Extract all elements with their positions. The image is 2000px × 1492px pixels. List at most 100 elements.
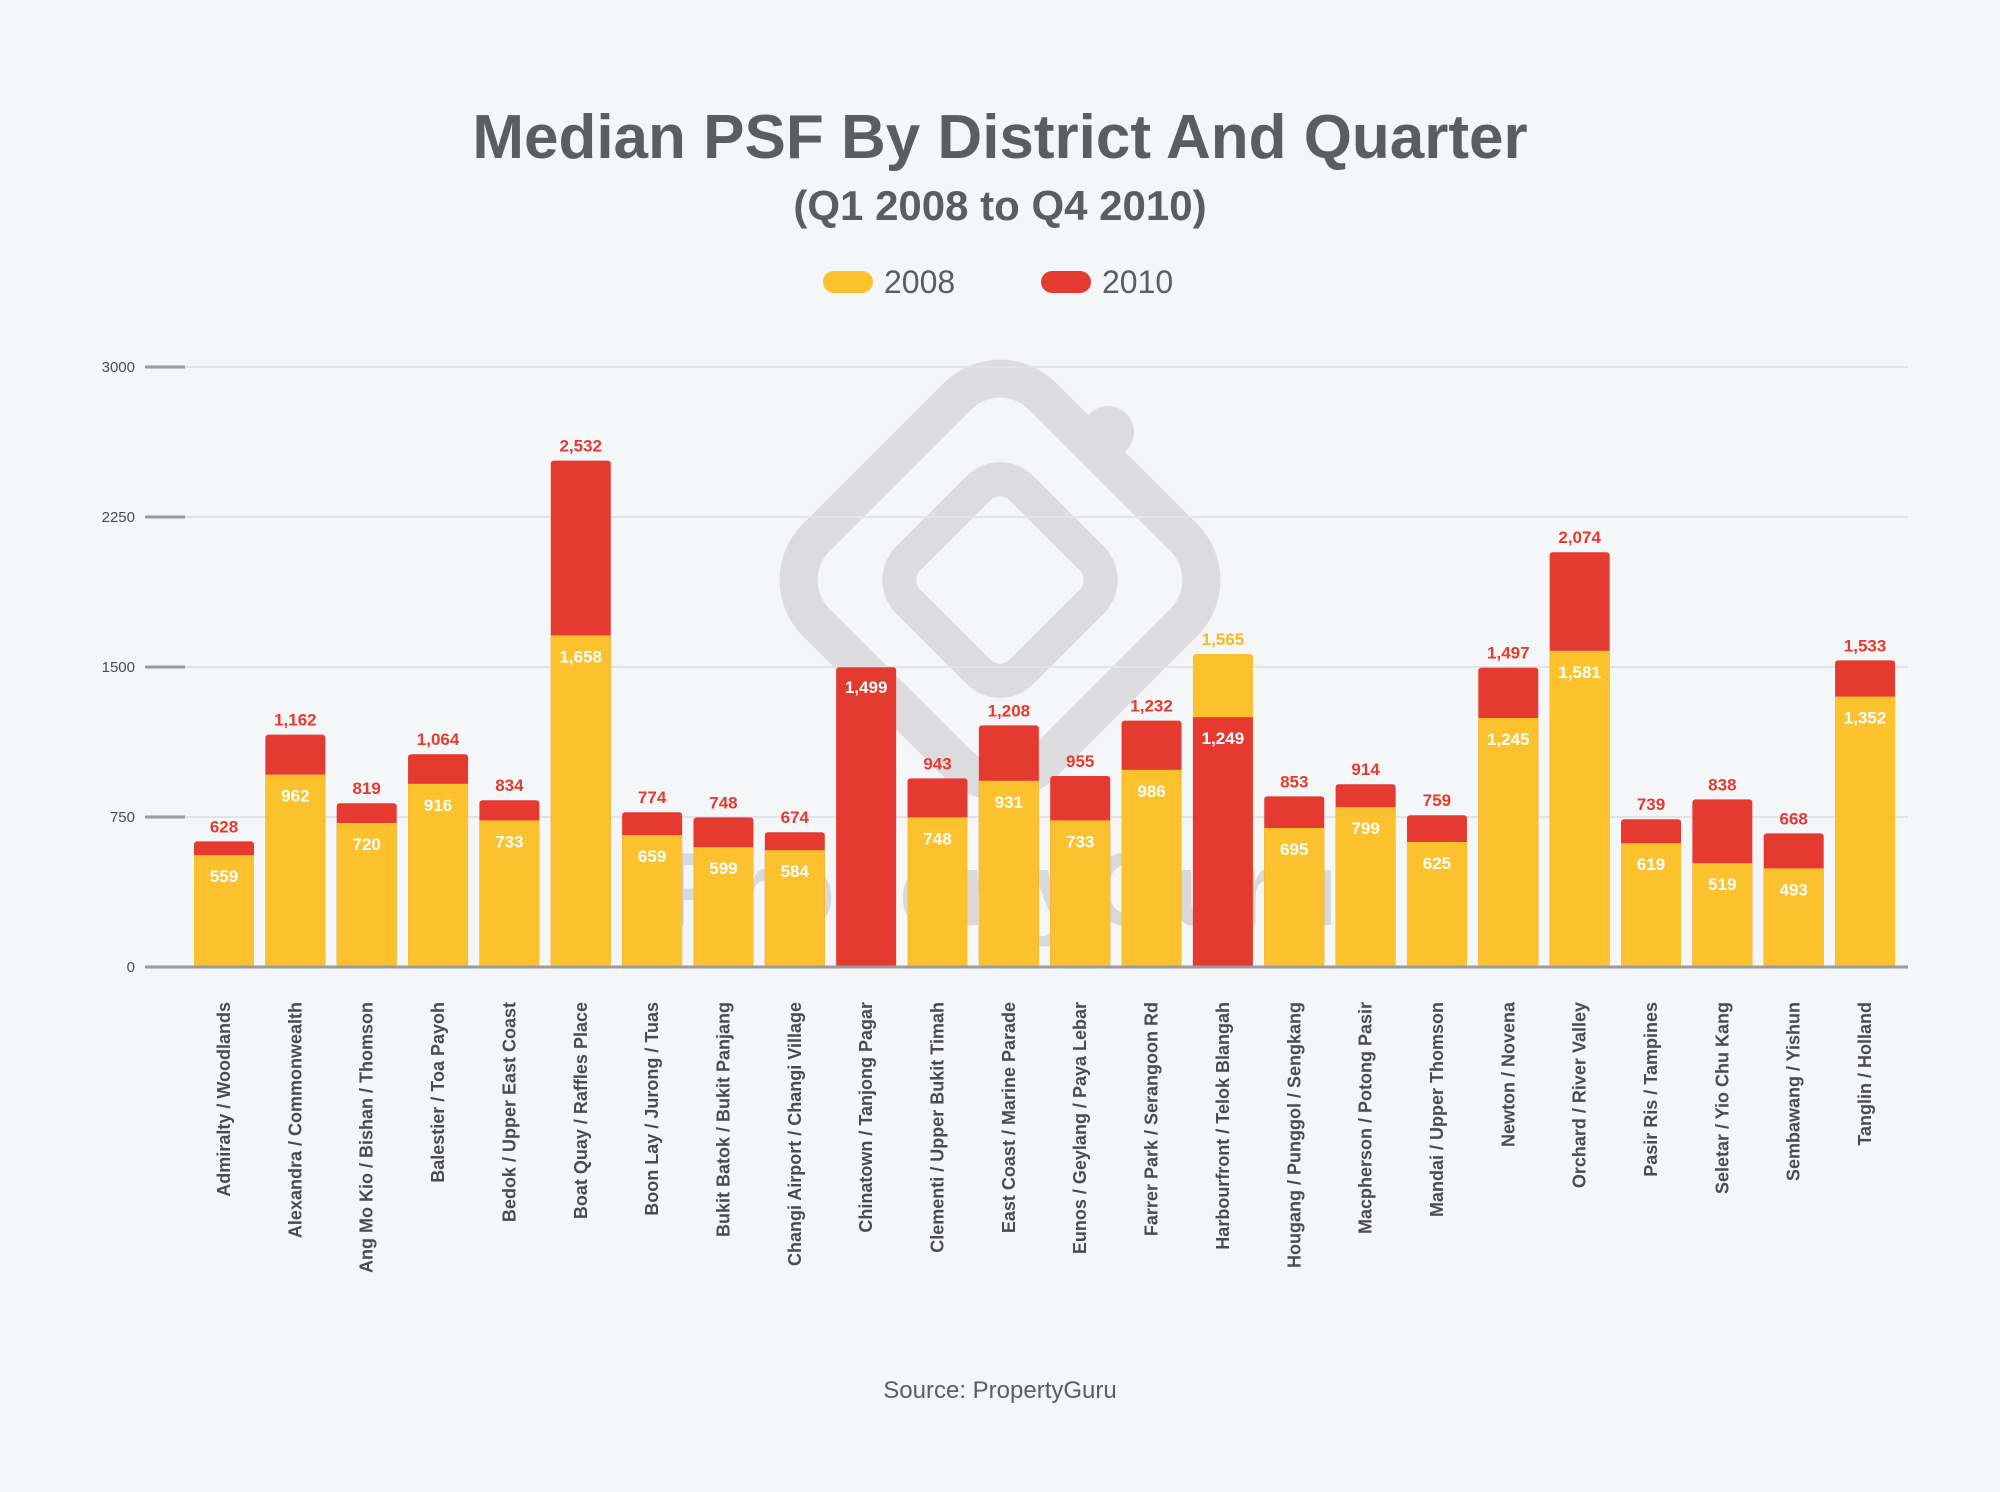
bar-2008 — [907, 817, 968, 967]
bar-2008 — [1478, 718, 1539, 967]
x-tick-label: Bedok / Upper East Coast — [499, 1002, 519, 1222]
bar-2008 — [1763, 868, 1824, 967]
bar-2008 — [1264, 828, 1325, 967]
value-label-2010: 748 — [709, 793, 737, 812]
bar-group: 774 659 — [622, 788, 683, 967]
value-label-2010: 1,497 — [1487, 644, 1530, 663]
value-label-2008: 1,352 — [1844, 709, 1887, 728]
x-tick-label: Boat Quay / Raffles Place — [571, 1002, 591, 1219]
bar-group: 2,532 1,658 — [550, 437, 611, 967]
bar-group: 739 619 — [1621, 795, 1681, 967]
y-tick-label: 750 — [110, 809, 135, 826]
bar-2008 — [1406, 842, 1467, 967]
value-label-2010: 819 — [353, 779, 381, 798]
x-tick-label: Macpherson / Potong Pasir — [1356, 1002, 1376, 1234]
bars: 628 559 1,162 962 819 720 1,064 916 834 733 2,532 1… — [194, 437, 1896, 967]
x-tick-label: Chinatown / Tanjong Pagar — [856, 1002, 876, 1233]
bar-group: 1,565 1,249 — [1192, 630, 1253, 967]
bar-2008 — [1621, 843, 1681, 967]
bar-group: 1,499 — [836, 667, 897, 967]
x-tick-label: Harbourfront / Telok Blangah — [1213, 1002, 1233, 1250]
value-label-2008: 1,245 — [1487, 730, 1530, 749]
x-tick-label: Clementi / Upper Bukit Timah — [928, 1002, 948, 1253]
grid-lines — [185, 366, 1908, 818]
value-label-2010: 2,532 — [559, 437, 602, 456]
bar-group: 1,232 986 — [1121, 697, 1182, 967]
x-tick-label: Newton / Novena — [1498, 1001, 1518, 1147]
value-label-2010: 2,074 — [1558, 528, 1601, 547]
legend-swatch-2008 — [823, 271, 873, 293]
x-tick-label: Ang Mo Kio / Bishan / Thomson — [357, 1002, 377, 1273]
x-tick-label: Farrer Park / Serangoon Rd — [1142, 1002, 1162, 1236]
x-tick-label: Seletar / Yio Chu Kang — [1712, 1002, 1732, 1194]
bar-2008 — [479, 820, 540, 967]
legend: 2008 2010 — [823, 264, 1173, 300]
value-label-2008: 584 — [781, 862, 810, 881]
value-label-2008: 659 — [638, 847, 666, 866]
y-tick-label: 2250 — [102, 509, 135, 526]
bar-group: 674 584 — [764, 808, 825, 967]
value-label-2008: 962 — [281, 787, 309, 806]
bar-2008 — [978, 780, 1039, 967]
bar-group: 1,533 1,352 — [1835, 636, 1896, 967]
bar-2008 — [194, 855, 254, 967]
value-label-2010: 774 — [638, 788, 667, 807]
value-label-2008: 748 — [923, 829, 951, 848]
value-label-2010: 1,208 — [988, 701, 1031, 720]
bar-group: 759 625 — [1406, 791, 1467, 967]
value-label-2008: 720 — [353, 835, 381, 854]
x-axis: Admiralty / Woodlands Alexandra / Commonw… — [145, 965, 1908, 1273]
bar-group: 834 733 — [479, 776, 540, 967]
value-label-2010: 1,232 — [1130, 697, 1173, 716]
y-tick-label: 0 — [127, 959, 135, 976]
value-label-2010: 1,499 — [845, 678, 888, 697]
value-label-2008: 625 — [1423, 854, 1451, 873]
bar-2008 — [1050, 820, 1111, 967]
x-tick-label: Sembawang / Yishun — [1784, 1002, 1804, 1181]
value-label-2010: 838 — [1708, 775, 1736, 794]
x-tick-label: East Coast / Marine Parade — [999, 1002, 1019, 1233]
bar-2008 — [550, 635, 611, 967]
bar-2008 — [764, 850, 825, 967]
value-label-2008: 493 — [1780, 880, 1808, 899]
bar-2010 — [836, 667, 897, 967]
value-label-2010: 759 — [1423, 791, 1451, 810]
legend-label-2008: 2008 — [884, 264, 955, 300]
value-label-2008: 1,581 — [1558, 663, 1601, 682]
value-label-2008: 599 — [709, 859, 737, 878]
x-tick-label: Admiralty / Woodlands — [214, 1002, 234, 1197]
legend-label-2010: 2010 — [1102, 264, 1173, 300]
value-label-2010: 914 — [1351, 760, 1380, 779]
x-tick-label: Bukit Batok / Bukit Panjang — [713, 1002, 733, 1237]
x-tick-label: Changi Airport / Changi Village — [785, 1002, 805, 1266]
bar-group: 628 559 — [194, 817, 254, 967]
bar-group: 819 720 — [336, 779, 397, 967]
value-label-2010: 674 — [781, 808, 810, 827]
x-tick-label: Balestier / Toa Payoh — [428, 1002, 448, 1183]
y-tick-label: 3000 — [102, 359, 135, 376]
x-tick-label: Orchard / River Valley — [1570, 1002, 1590, 1188]
bar-2008 — [693, 847, 754, 967]
value-label-2008: 986 — [1137, 782, 1165, 801]
value-label-2008: 695 — [1280, 840, 1308, 859]
y-tick-label: 1500 — [102, 659, 135, 676]
bar-2008 — [1692, 863, 1753, 967]
x-tick-label: Eunos / Geylang / Paya Lebar — [1070, 1002, 1090, 1254]
x-tick-label: Tanglin / Holland — [1855, 1002, 1875, 1146]
bar-group: 1,064 916 — [408, 730, 469, 967]
bar-2008 — [1835, 696, 1896, 967]
bar-group: 748 599 — [693, 793, 754, 967]
value-label-2008: 733 — [495, 832, 523, 851]
value-label-2010: 628 — [210, 817, 238, 836]
value-label-2010: 739 — [1637, 795, 1665, 814]
bar-2010 — [1192, 717, 1253, 967]
legend-swatch-2010 — [1041, 271, 1091, 293]
bar-2008 — [336, 823, 397, 967]
bar-group: 1,497 1,245 — [1478, 644, 1539, 967]
chart-title: Median PSF By District And Quarter — [472, 103, 1527, 172]
bar-2008 — [408, 783, 469, 967]
bar-group: 838 519 — [1692, 775, 1753, 967]
value-label-2010: 1,064 — [417, 730, 460, 749]
